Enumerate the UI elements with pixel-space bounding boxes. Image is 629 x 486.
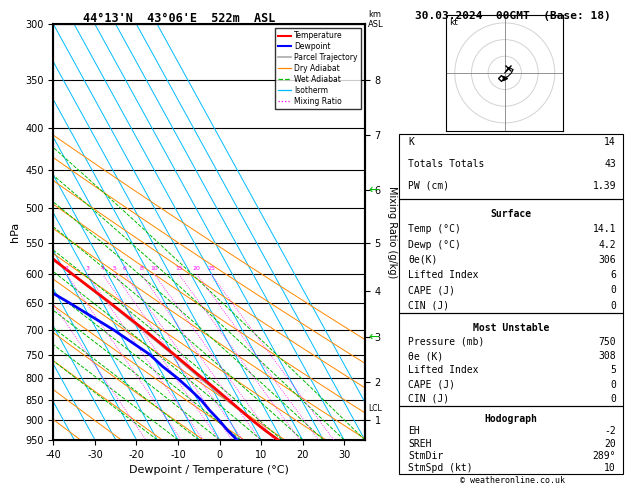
Text: 4.2: 4.2 <box>598 240 616 250</box>
Text: 20: 20 <box>604 438 616 449</box>
Text: 10: 10 <box>150 266 159 271</box>
Text: SREH: SREH <box>408 438 432 449</box>
Text: 5: 5 <box>610 365 616 375</box>
Text: 30.03.2024  00GMT  (Base: 18): 30.03.2024 00GMT (Base: 18) <box>415 11 611 21</box>
Text: 6: 6 <box>123 266 127 271</box>
Legend: Temperature, Dewpoint, Parcel Trajectory, Dry Adiabat, Wet Adiabat, Isotherm, Mi: Temperature, Dewpoint, Parcel Trajectory… <box>275 28 361 109</box>
Text: 20: 20 <box>193 266 201 271</box>
Text: km: km <box>368 10 381 19</box>
Text: 4: 4 <box>101 266 104 271</box>
Text: Lifted Index: Lifted Index <box>408 365 479 375</box>
Text: CIN (J): CIN (J) <box>408 300 450 311</box>
Text: Temp (°C): Temp (°C) <box>408 225 461 234</box>
Text: 14: 14 <box>604 137 616 147</box>
Text: PW (cm): PW (cm) <box>408 181 450 191</box>
Text: 25: 25 <box>207 266 215 271</box>
Text: 10: 10 <box>604 463 616 473</box>
Text: StmSpd (kt): StmSpd (kt) <box>408 463 473 473</box>
Text: Dewp (°C): Dewp (°C) <box>408 240 461 250</box>
Text: θe(K): θe(K) <box>408 255 438 265</box>
Text: Surface: Surface <box>491 209 532 219</box>
Text: 14.1: 14.1 <box>593 225 616 234</box>
Text: CAPE (J): CAPE (J) <box>408 285 455 295</box>
Text: 1.39: 1.39 <box>593 181 616 191</box>
Text: 8: 8 <box>140 266 143 271</box>
Y-axis label: hPa: hPa <box>9 222 19 242</box>
Text: 0: 0 <box>610 380 616 389</box>
Text: 2: 2 <box>64 266 69 271</box>
Text: ←: ← <box>369 331 379 344</box>
Text: Hodograph: Hodograph <box>484 414 538 424</box>
Text: 43: 43 <box>604 159 616 169</box>
Text: StmDir: StmDir <box>408 451 443 461</box>
Text: 6: 6 <box>610 270 616 280</box>
Text: © weatheronline.co.uk: © weatheronline.co.uk <box>460 476 565 485</box>
Text: K: K <box>408 137 415 147</box>
Y-axis label: Mixing Ratio (g/kg): Mixing Ratio (g/kg) <box>387 186 398 278</box>
Text: EH: EH <box>408 426 420 436</box>
Text: 0: 0 <box>610 300 616 311</box>
Text: 308: 308 <box>598 351 616 361</box>
Text: Most Unstable: Most Unstable <box>473 323 549 333</box>
Text: CIN (J): CIN (J) <box>408 394 450 404</box>
Text: 0: 0 <box>610 285 616 295</box>
Text: 289°: 289° <box>593 451 616 461</box>
Text: Lifted Index: Lifted Index <box>408 270 479 280</box>
Text: 306: 306 <box>598 255 616 265</box>
Text: LCL: LCL <box>368 403 382 413</box>
Text: CAPE (J): CAPE (J) <box>408 380 455 389</box>
Text: Totals Totals: Totals Totals <box>408 159 485 169</box>
Text: ASL: ASL <box>368 20 384 29</box>
Text: θe (K): θe (K) <box>408 351 443 361</box>
Text: 5: 5 <box>113 266 116 271</box>
Text: 3: 3 <box>85 266 89 271</box>
Text: 0: 0 <box>610 394 616 404</box>
Text: 15: 15 <box>175 266 182 271</box>
X-axis label: Dewpoint / Temperature (°C): Dewpoint / Temperature (°C) <box>129 465 289 475</box>
Text: 750: 750 <box>598 337 616 347</box>
Text: kt: kt <box>448 18 458 27</box>
Text: -2: -2 <box>604 426 616 436</box>
Text: 44°13'N  43°06'E  522m  ASL: 44°13'N 43°06'E 522m ASL <box>83 12 276 25</box>
Text: ←: ← <box>369 183 379 196</box>
Text: Pressure (mb): Pressure (mb) <box>408 337 485 347</box>
